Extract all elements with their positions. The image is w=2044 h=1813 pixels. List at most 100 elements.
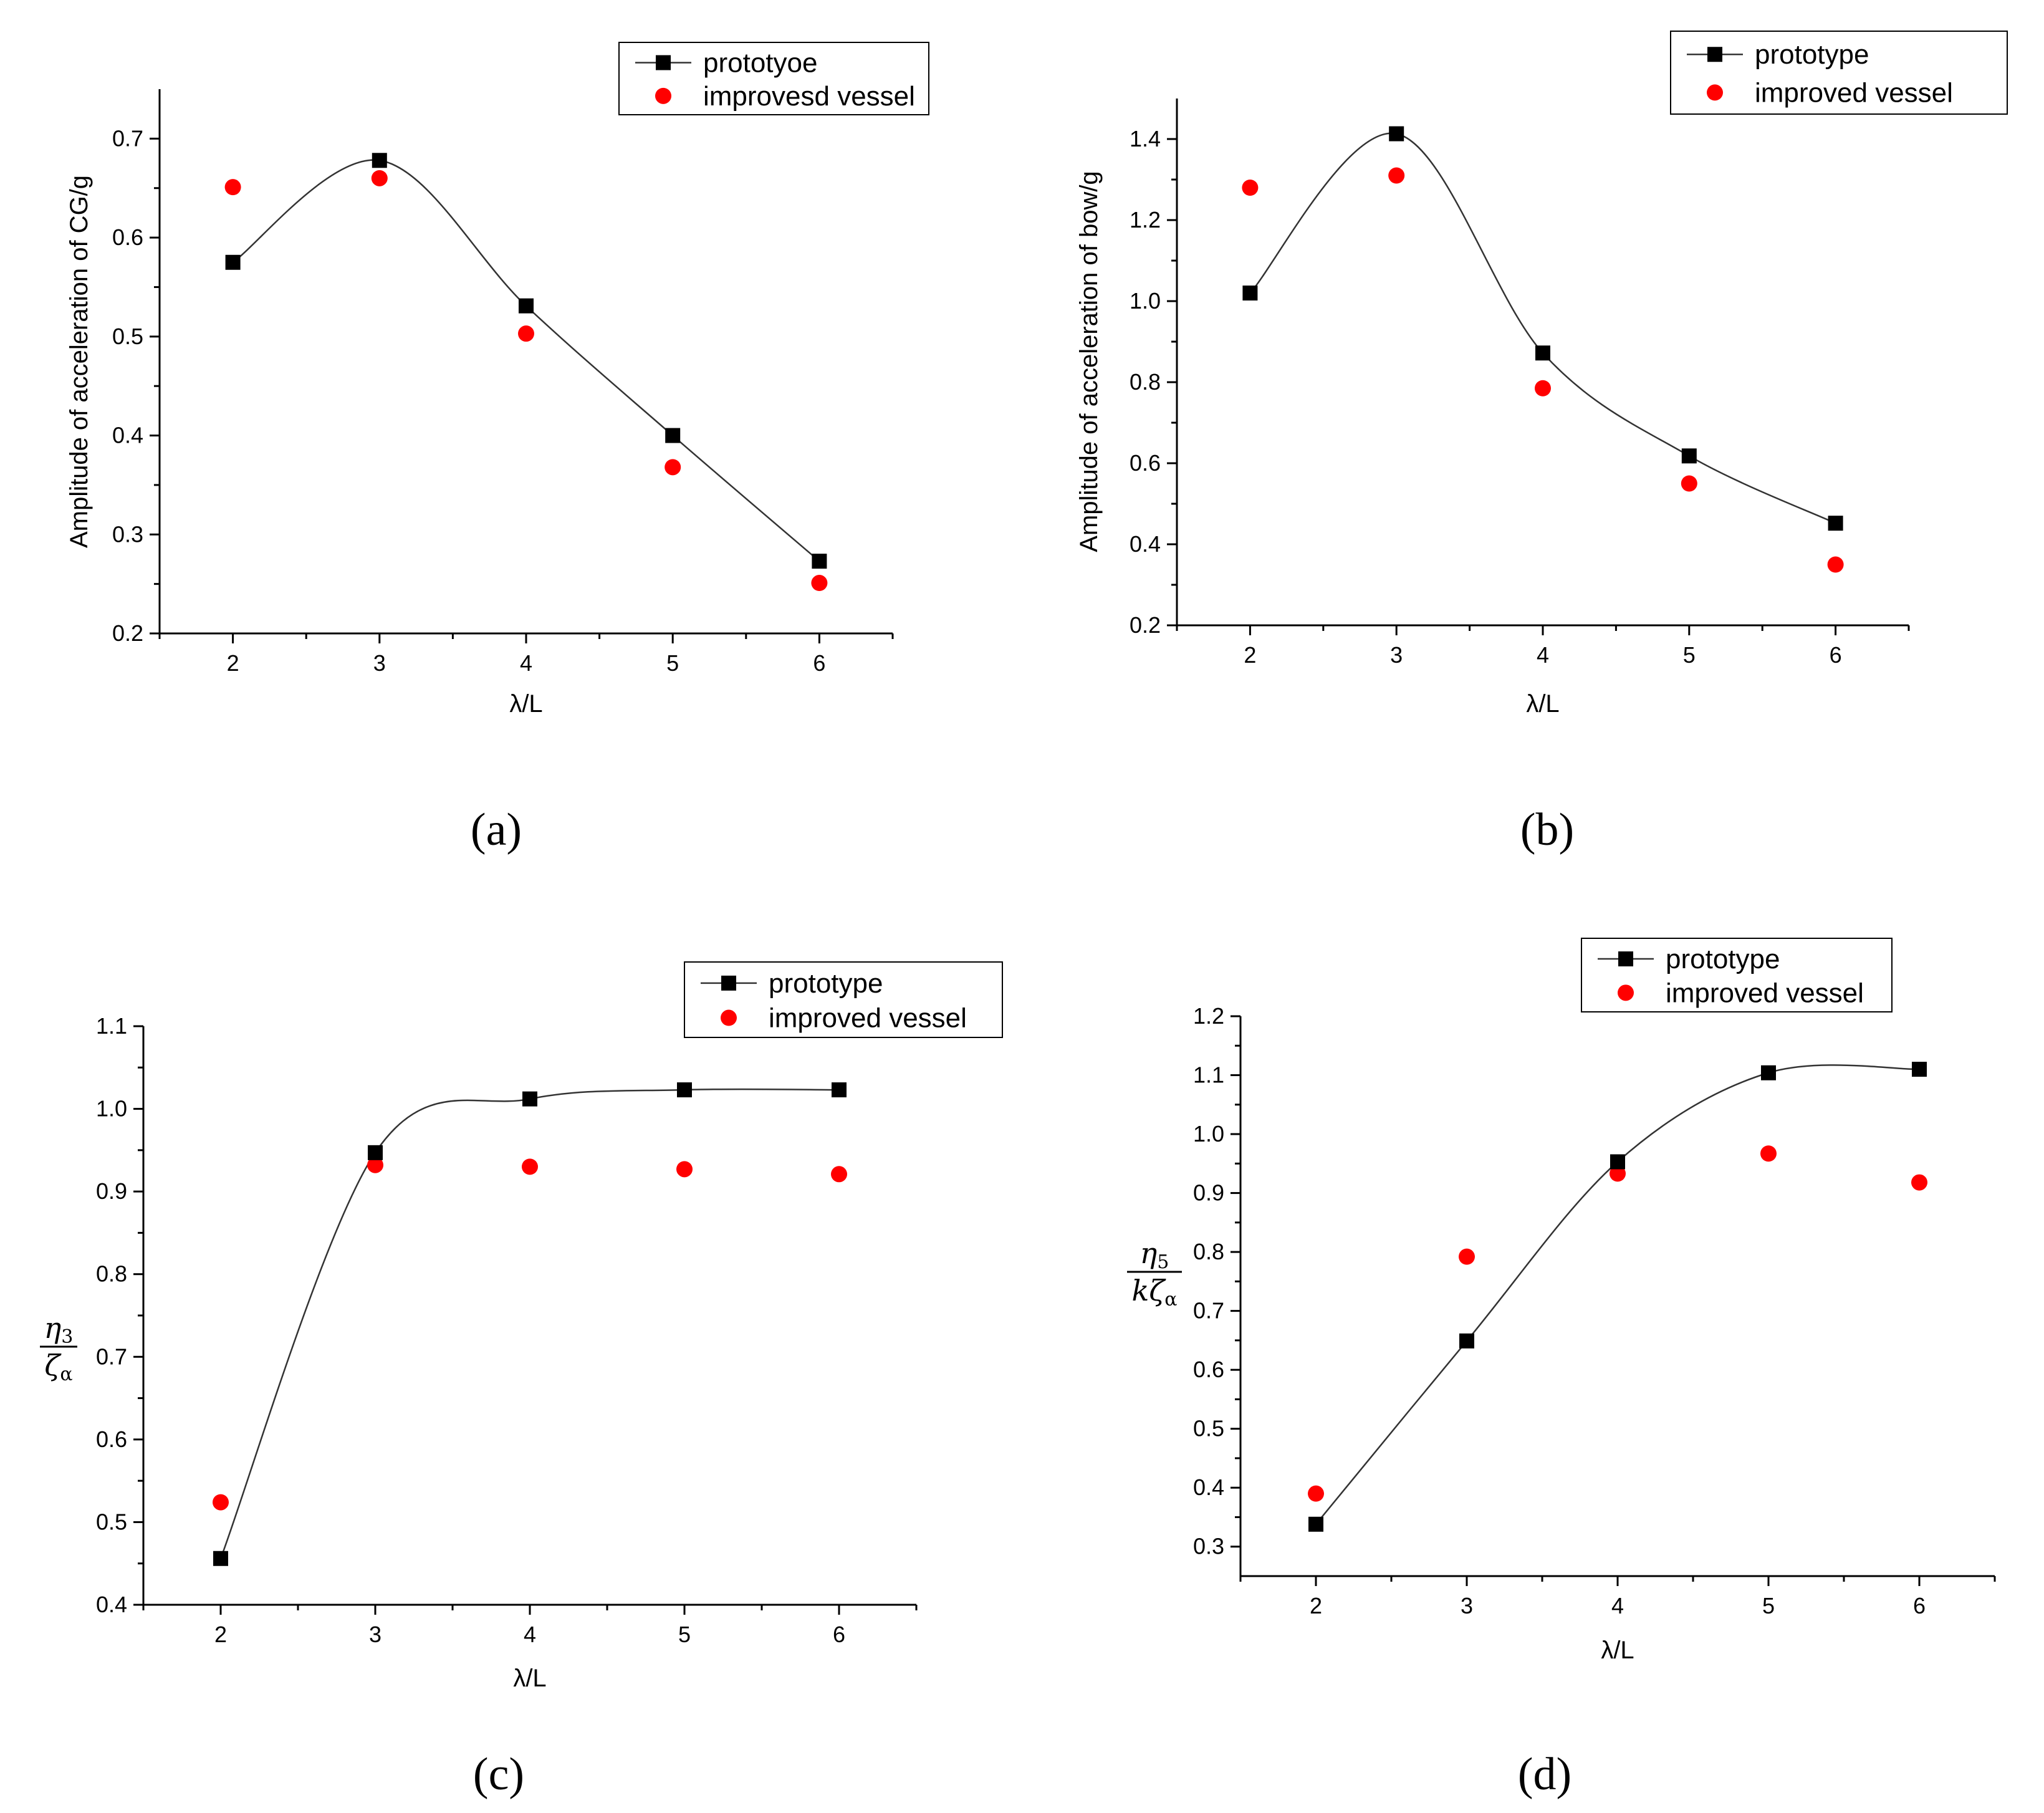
legend-box — [1581, 938, 1893, 1012]
y-tick-label: 0.4 — [1130, 531, 1161, 557]
prototype-curve — [1315, 1064, 1920, 1525]
improved-vessel-point — [1535, 380, 1551, 397]
x-axis-label: λ/L — [1526, 690, 1559, 718]
x-tick-label: 5 — [1683, 642, 1696, 668]
legend-marker-prototype — [1618, 951, 1633, 967]
legend-box — [618, 42, 929, 115]
prototype-point — [519, 298, 534, 314]
improved-vessel-point — [1308, 1485, 1324, 1502]
y-label-numerator: η5 — [1140, 1236, 1169, 1273]
prototype-point — [665, 428, 681, 443]
chart-panel-a: 2 3 4 5 6 0.2 0.3 0.4 0.5 0.6 0.7 λ/L Amplitude of a… — [65, 42, 929, 855]
y-label-numerator: η3 — [44, 1311, 74, 1348]
prototype-point — [368, 1145, 383, 1160]
y-tick-label: 0.2 — [112, 620, 143, 646]
legend-marker-prototype — [1707, 47, 1722, 62]
legend-label-improved: improved vessel — [1755, 77, 1953, 108]
y-tick-label: 0.4 — [96, 1592, 127, 1617]
chart-panel-d: 2 3 4 5 6 0.3 0.4 0.5 0.6 0.7 0.8 0.9 1.0 1.1 1.2 λ/L η5… — [1127, 938, 1996, 1800]
prototype-curve — [1249, 132, 1836, 524]
x-tick-label: 5 — [678, 1622, 691, 1647]
x-tick-label: 3 — [1390, 642, 1403, 668]
panel-label: (d) — [1518, 1749, 1571, 1800]
prototype-point — [1308, 1516, 1323, 1532]
y-tick-label: 0.3 — [112, 521, 143, 547]
panel-label: (a) — [471, 804, 522, 855]
y-tick-label: 0.8 — [1130, 369, 1161, 395]
legend-box — [684, 961, 1003, 1038]
y-tick-label: 0.9 — [1193, 1180, 1224, 1206]
legend-marker-improved — [1618, 984, 1634, 1001]
legend-label-improved: improved vessel — [1666, 978, 1864, 1008]
improved-vessel-point — [1681, 475, 1697, 492]
y-tick-label: 0.7 — [1193, 1298, 1224, 1324]
x-axis-label: λ/L — [509, 690, 542, 718]
improved-vessel-point — [518, 325, 534, 342]
y-axis-label: Amplitude of acceleration of bow/g — [1075, 171, 1103, 552]
y-tick-label: 1.2 — [1193, 1003, 1224, 1029]
legend-box — [1670, 31, 2008, 115]
legend-label-prototype: prototype — [1755, 39, 1869, 70]
improved-vessel-point — [1827, 556, 1844, 573]
prototype-point — [225, 254, 241, 270]
y-tick-label: 0.4 — [1193, 1474, 1224, 1500]
y-tick-label: 0.7 — [112, 125, 143, 151]
x-axis-label: λ/L — [1601, 1637, 1634, 1664]
improved-vessel-point — [1388, 167, 1405, 184]
legend: prototype improved vessel — [1670, 31, 2008, 115]
improved-vessel-point — [522, 1158, 538, 1175]
prototype-curve — [219, 1088, 840, 1559]
y-tick-label: 1.0 — [96, 1096, 127, 1122]
prototype-point — [372, 153, 387, 168]
improved-vessel-point — [367, 1157, 383, 1173]
prototype-point — [1828, 516, 1843, 531]
x-tick-label: 4 — [520, 650, 532, 676]
legend-marker-improved — [1707, 84, 1723, 101]
y-tick-label: 0.6 — [112, 224, 143, 250]
x-tick-label: 5 — [666, 650, 679, 676]
prototype-curve — [232, 159, 820, 562]
prototype-point — [1610, 1154, 1625, 1170]
improved-vessel-point — [811, 575, 828, 592]
x-tick-label: 6 — [813, 650, 825, 676]
improved-vessel-point — [1911, 1174, 1927, 1191]
x-tick-label: 3 — [373, 650, 386, 676]
prototype-point — [522, 1091, 537, 1107]
prototype-point — [832, 1082, 847, 1098]
prototype-point — [1459, 1333, 1474, 1349]
y-tick-label: 0.8 — [96, 1261, 127, 1287]
y-tick-label: 0.6 — [1130, 450, 1161, 476]
x-tick-label: 2 — [1244, 642, 1256, 668]
legend-label-improved: improvesd vessel — [703, 81, 915, 112]
y-label-denominator: ζα — [44, 1349, 72, 1385]
prototype-point — [812, 554, 827, 569]
y-label-denominator: kζα — [1131, 1274, 1177, 1310]
x-tick-label: 3 — [1461, 1593, 1473, 1618]
prototype-point — [1535, 345, 1550, 361]
x-tick-label: 2 — [227, 650, 239, 676]
x-tick-label: 3 — [369, 1622, 381, 1647]
prototype-point — [1761, 1065, 1776, 1080]
prototype-point — [1681, 448, 1697, 464]
x-tick-label: 6 — [1913, 1593, 1926, 1618]
y-tick-label: 0.4 — [112, 423, 143, 448]
x-tick-label: 4 — [524, 1622, 536, 1647]
improved-vessel-point — [665, 459, 681, 476]
panel-label: (b) — [1520, 804, 1574, 855]
improved-vessel-point — [371, 170, 388, 186]
improved-vessel-point — [1459, 1248, 1475, 1265]
legend-label-prototype: prototype — [769, 968, 883, 999]
improved-vessel-point — [676, 1161, 693, 1178]
chart-panel-b: 2 3 4 5 6 0.2 0.4 0.6 0.8 1.0 1.2 1.4 λ/L Amplitude o… — [1075, 31, 2008, 855]
y-tick-label: 0.5 — [96, 1509, 127, 1534]
y-tick-label: 1.0 — [1193, 1121, 1224, 1147]
prototype-point — [213, 1551, 228, 1566]
y-tick-label: 0.5 — [1193, 1416, 1224, 1441]
x-tick-label: 4 — [1611, 1593, 1624, 1618]
y-tick-label: 1.0 — [1130, 288, 1161, 314]
